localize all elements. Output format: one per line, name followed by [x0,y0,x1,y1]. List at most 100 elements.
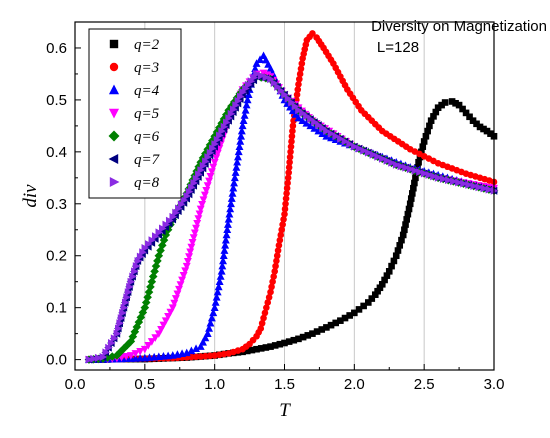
data-point [274,247,282,254]
data-point [215,277,224,286]
data-point [271,342,279,349]
data-point [309,30,316,37]
data-point [185,187,194,196]
data-point [216,131,224,140]
data-point [368,295,376,302]
data-point [318,326,326,333]
data-point [269,278,276,286]
data-point [165,216,174,225]
data-point [198,201,207,209]
data-point [182,348,191,357]
data-point [460,179,468,188]
data-point [408,190,416,197]
data-point [212,292,221,301]
data-point [281,210,288,218]
data-point [360,146,368,155]
data-point [203,329,212,337]
data-point [281,205,289,213]
data-point [448,98,456,105]
data-point [193,219,202,228]
data-point [202,157,210,166]
data-point [207,168,216,176]
data-point [205,324,214,332]
data-point [134,256,143,265]
data-point [230,173,239,182]
x-tick-label: 1.5 [274,376,295,393]
data-point [288,98,296,107]
data-point [192,353,200,361]
x-axis-label: T [279,400,291,421]
data-point [195,210,204,219]
data-point [295,335,302,343]
data-point [286,153,294,161]
data-point [455,178,463,187]
data-point [487,130,494,137]
legend-label: q=7 [134,152,161,168]
data-point [177,200,186,209]
data-point [323,127,331,136]
y-tick-label: 0.0 [46,352,67,369]
x-tick-label: 1.0 [204,376,225,393]
legend-label: q=5 [134,106,160,122]
data-point [286,158,293,166]
legend-label: q=8 [134,175,160,191]
data-point [275,242,283,249]
data-point [105,343,113,352]
data-point [276,236,284,244]
data-point [239,116,248,124]
data-point [252,59,261,67]
data-point [189,234,198,242]
legend-marker [108,84,120,95]
data-point [327,321,335,329]
data-point [192,344,201,353]
data-point [278,226,286,234]
data-point [439,175,448,183]
data-point [309,330,316,337]
data-point [147,338,156,346]
data-point [248,346,256,354]
data-point [239,88,247,97]
data-point [187,346,196,355]
data-point [122,353,131,361]
data-point [224,215,233,223]
data-point [403,216,411,223]
data-point [175,204,183,213]
data-point [411,179,418,187]
data-point [420,169,429,178]
legend-marker [108,130,120,142]
data-point [485,185,494,194]
data-point [277,86,286,95]
data-point [381,276,388,284]
data-point [303,112,311,121]
data-point [205,177,214,186]
data-point [415,158,422,166]
data-point [296,75,303,83]
data-point [291,102,300,111]
data-point [140,345,149,354]
data-point [299,109,307,118]
data-point [405,205,413,213]
data-point [294,113,303,122]
data-point [374,152,382,161]
data-point [315,121,323,130]
data-point [283,190,290,197]
data-point [219,256,228,265]
data-point [251,64,260,73]
series-q=8 [85,69,499,364]
data-point [290,336,298,344]
data-point [264,299,272,306]
data-point [201,333,210,342]
data-point [99,353,108,361]
data-point [141,243,150,252]
y-tick-label: 0.1 [46,300,67,317]
data-point [151,261,161,271]
data-point [153,256,162,266]
data-point [425,170,434,179]
data-point [213,135,222,144]
data-point [355,144,364,153]
data-point [355,306,363,313]
data-point [150,267,159,276]
data-point [289,127,296,135]
data-point [337,134,345,143]
